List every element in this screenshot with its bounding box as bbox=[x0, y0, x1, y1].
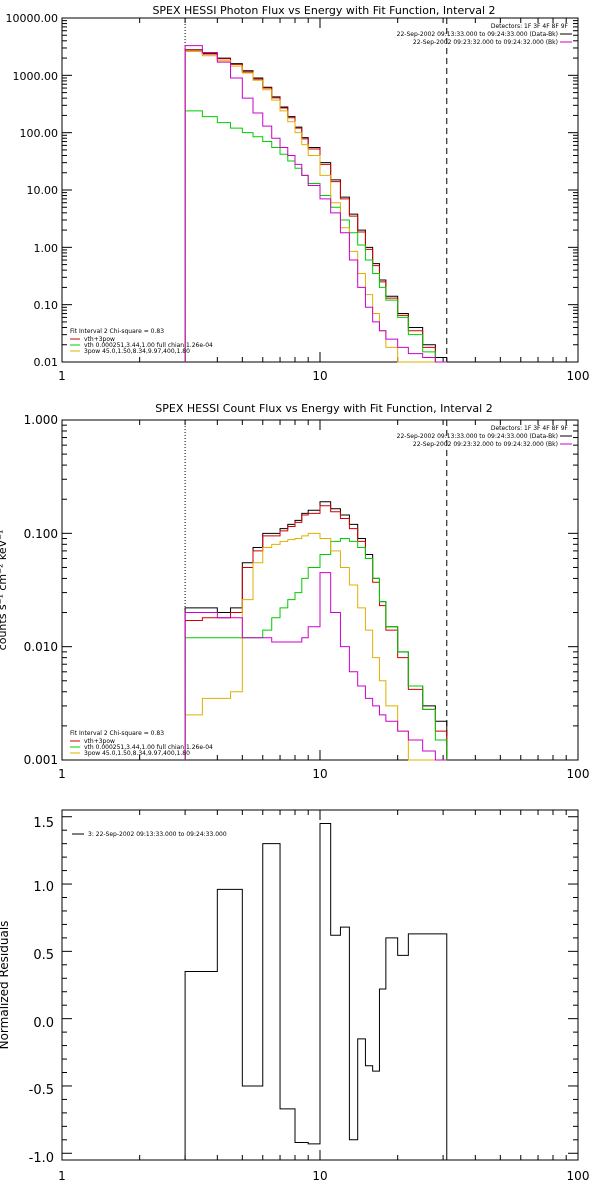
photon-flux-ytick-label: 1000.00 bbox=[13, 70, 59, 83]
count-flux-detectors-label: Detectors: 1F 3F 4F 8F 9F bbox=[491, 425, 569, 432]
count-flux-y-axis: 1.000 0.100 0.010 0.001 bbox=[24, 413, 58, 767]
count-flux-x-axis: 1 10 100 bbox=[58, 767, 589, 781]
count-flux-panel: SPEX HESSI Count Flux vs Energy with Fit… bbox=[0, 402, 589, 781]
photon-flux-ytick-label: 10000.00 bbox=[6, 12, 59, 25]
photon-flux-legend: Fit Interval 2 Chi-square = 0.83 vth+3po… bbox=[70, 328, 213, 355]
residuals-xtick-label: 10 bbox=[312, 1169, 327, 1183]
photon-flux-ytick-label: 1.00 bbox=[34, 242, 59, 255]
count-flux-series-1 bbox=[184, 505, 448, 760]
count-flux-legend-3pow: 3pow 45.0,1.50,8.34,9.97,400,1.80 bbox=[84, 750, 190, 757]
photon-flux-legend-3pow: 3pow 45.0,1.50,8.34,9.97,400,1.80 bbox=[84, 348, 190, 355]
residuals-series bbox=[184, 822, 448, 1160]
residuals-ytick-label: -0.5 bbox=[29, 1083, 54, 1098]
count-flux-ytick-label: 0.001 bbox=[24, 753, 58, 767]
count-flux-xtick-label: 10 bbox=[312, 767, 327, 781]
count-flux-data-interval-label: 22-Sep-2002 09:13:33.000 to 09:24:33.000… bbox=[397, 433, 558, 440]
residuals-xtick-label: 100 bbox=[567, 1169, 590, 1183]
count-flux-title: SPEX HESSI Count Flux vs Energy with Fit… bbox=[155, 402, 492, 415]
photon-flux-xtick-label: 1 bbox=[58, 369, 66, 383]
photon-flux-fit-info: Fit Interval 2 Chi-square = 0.83 bbox=[70, 328, 164, 335]
photon-flux-data-interval-label: 22-Sep-2002 09:13:33.000 to 09:24:33.000… bbox=[397, 31, 558, 38]
photon-flux-x-axis: 1 10 100 bbox=[58, 369, 589, 383]
count-flux-legend-vth: vth 0.000251,3.44,1.00 full chian 1.26e-… bbox=[84, 744, 213, 751]
photon-flux-legend-vth: vth 0.000251,3.44,1.00 full chian 1.26e-… bbox=[84, 342, 213, 349]
photon-flux-ytick-label: 0.10 bbox=[34, 299, 59, 312]
photon-flux-legend-total: vth+3pow bbox=[84, 336, 115, 343]
residuals-y-axis-label: Normalized Residuals bbox=[0, 921, 11, 1050]
photon-flux-panel: SPEX HESSI Photon Flux vs Energy with Fi… bbox=[6, 4, 590, 383]
residuals-legend: 3: 22-Sep-2002 09:13:33.000 to 09:24:33.… bbox=[72, 831, 227, 838]
photon-flux-series-4 bbox=[184, 45, 447, 363]
residuals-xtick-label: 1 bbox=[58, 1169, 66, 1183]
count-flux-series-3 bbox=[184, 532, 447, 761]
residuals-ytick-label: 1.5 bbox=[33, 816, 54, 831]
count-flux-ticks bbox=[61, 419, 579, 761]
residuals-ytick-label: 0.0 bbox=[33, 1016, 54, 1031]
count-flux-ytick-label: 0.100 bbox=[24, 527, 58, 541]
count-flux-xtick-label: 1 bbox=[58, 767, 66, 781]
count-flux-fit-info: Fit Interval 2 Chi-square = 0.83 bbox=[70, 730, 164, 737]
residuals-legend-label: 3: 22-Sep-2002 09:13:33.000 to 09:24:33.… bbox=[88, 831, 227, 838]
count-flux-legend: Fit Interval 2 Chi-square = 0.83 vth+3po… bbox=[70, 730, 213, 757]
photon-flux-series bbox=[184, 45, 448, 363]
count-flux-bk-interval-label: 22-Sep-2002 09:23:32.000 to 09:24:32.000… bbox=[413, 441, 558, 448]
photon-flux-xtick-label: 100 bbox=[567, 369, 590, 383]
residuals-ytick-label: 1.0 bbox=[33, 880, 54, 895]
photon-flux-title: SPEX HESSI Photon Flux vs Energy with Fi… bbox=[152, 4, 495, 17]
photon-flux-xtick-label: 10 bbox=[312, 369, 327, 383]
photon-flux-series-2 bbox=[184, 110, 447, 363]
count-flux-y-axis-label: counts s⁻¹ cm⁻² keV⁻¹ bbox=[0, 530, 9, 651]
photon-flux-vlines bbox=[184, 18, 448, 362]
residuals-y-axis: 1.5 1.0 0.5 0.0 -0.5 -1.0 bbox=[29, 816, 54, 1166]
photon-flux-ytick-label: 100.00 bbox=[20, 127, 59, 140]
count-flux-ytick-label: 0.010 bbox=[24, 640, 58, 654]
residuals-x-axis: 1 10 100 bbox=[58, 1169, 589, 1183]
count-flux-series-0 bbox=[184, 501, 448, 760]
residuals-ytick-label: -1.0 bbox=[29, 1151, 54, 1166]
residuals-panel: Normalized Residuals 1.5 1.0 0.5 0.0 -0.… bbox=[0, 809, 589, 1183]
photon-flux-ticks bbox=[61, 17, 579, 363]
photon-flux-detectors-label: Detectors: 1F 3F 4F 8F 9F bbox=[491, 23, 569, 30]
count-flux-xtick-label: 100 bbox=[567, 767, 590, 781]
photon-flux-bk-interval-label: 22-Sep-2002 09:23:32.000 to 09:24:32.000… bbox=[413, 39, 558, 46]
photon-flux-header: Detectors: 1F 3F 4F 8F 9F 22-Sep-2002 09… bbox=[397, 23, 572, 46]
photon-flux-series-1 bbox=[184, 49, 447, 363]
count-flux-header: Detectors: 1F 3F 4F 8F 9F 22-Sep-2002 09… bbox=[397, 425, 572, 448]
residuals-ytick-label: 0.5 bbox=[33, 948, 54, 963]
photon-flux-y-axis: 10000.00 1000.00 100.00 10.00 1.00 0.10 … bbox=[6, 12, 59, 369]
residuals-series-0 bbox=[184, 822, 448, 1160]
count-flux-legend-total: vth+3pow bbox=[84, 738, 115, 745]
count-flux-ytick-label: 1.000 bbox=[24, 413, 58, 427]
photon-flux-ytick-label: 0.01 bbox=[34, 356, 59, 369]
count-flux-series bbox=[184, 501, 448, 761]
count-flux-series-2 bbox=[184, 538, 448, 760]
residuals-ticks bbox=[61, 810, 579, 1160]
count-flux-vlines bbox=[184, 420, 448, 760]
photon-flux-ytick-label: 10.00 bbox=[27, 184, 59, 197]
count-flux-series-4 bbox=[184, 572, 447, 761]
